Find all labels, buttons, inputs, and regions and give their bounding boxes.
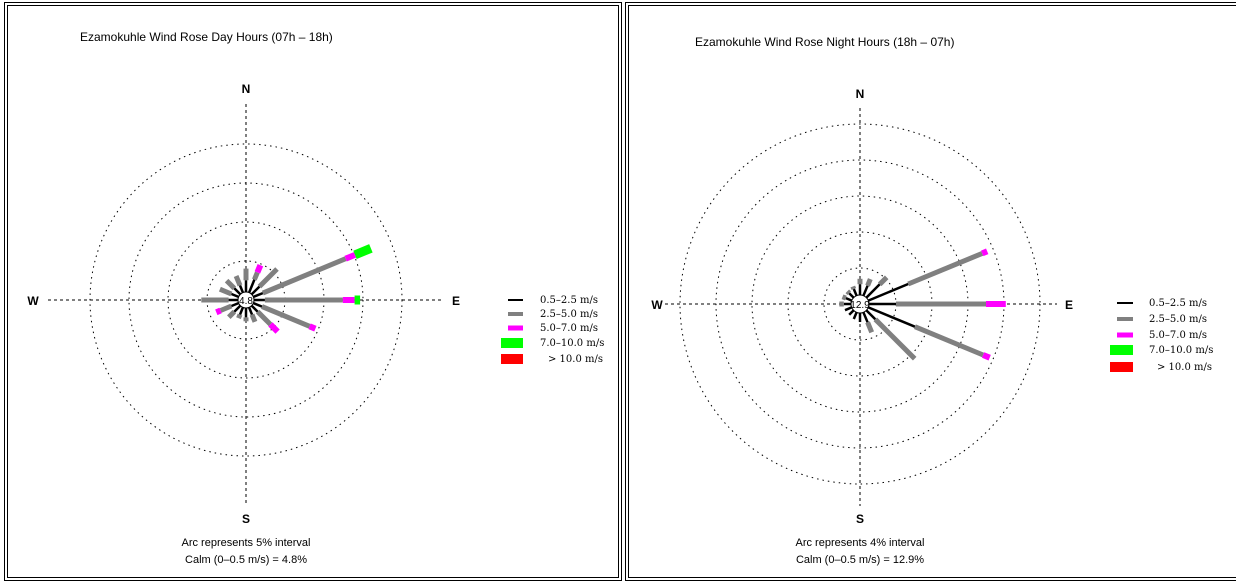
spoke-segment	[254, 264, 264, 274]
spoke-segment	[224, 278, 237, 291]
cardinal-w: W	[27, 294, 39, 308]
cardinal-s: S	[242, 512, 250, 526]
spoke-segment	[250, 285, 261, 296]
calm-center-label: 4.8	[239, 296, 253, 307]
spoke-segment	[877, 275, 889, 287]
spoke-segment	[261, 256, 347, 296]
spoke-segment	[913, 324, 985, 358]
cardinal-n: N	[856, 87, 865, 101]
legend-label-3: 5.0–7.0 m/s	[540, 323, 598, 334]
spoke-segment	[844, 306, 853, 312]
spoke-segment	[981, 248, 989, 257]
cardinal-w: W	[651, 298, 663, 312]
spoke-segment	[247, 279, 256, 294]
chart-title: Ezamokuhle Wind Rose Night Hours (18h – …	[695, 35, 954, 49]
legend-label-2: 2.5–5.0 m/s	[1149, 314, 1207, 325]
spoke-segment	[268, 322, 280, 334]
spoke-segment	[238, 306, 245, 316]
cardinal-s: S	[856, 512, 864, 526]
spoke-segment	[257, 267, 279, 289]
cardinal-e: E	[1065, 298, 1073, 312]
spoke-segment	[865, 278, 873, 287]
legend-label-2: 2.5–5.0 m/s	[540, 309, 598, 320]
spoke-segment	[219, 303, 233, 313]
calm-center-label: 12.9	[850, 300, 870, 311]
spoke-segment	[227, 309, 237, 319]
legend-label-5: > 10.0 m/s	[548, 354, 603, 365]
spoke-segment	[867, 306, 916, 328]
spoke-segment	[848, 309, 855, 316]
spoke-segment	[873, 317, 917, 361]
spoke-segment	[218, 286, 233, 297]
spoke-segment	[907, 251, 984, 287]
calm-circle	[850, 294, 870, 314]
spoke-segment	[862, 285, 869, 297]
spoke-segment	[236, 313, 243, 320]
wind-rose-panel-night: Ezamokuhle Wind Rose Night Hours (18h – …	[625, 2, 1236, 581]
spoke-segment	[848, 292, 855, 299]
legend-label-5: > 10.0 m/s	[1157, 362, 1212, 373]
spoke-segment	[230, 292, 240, 299]
calm-note: Calm (0–0.5 m/s) = 4.8%	[185, 554, 307, 566]
spoke-segment	[261, 304, 311, 329]
spoke-segment	[252, 301, 263, 308]
spoke-segment	[867, 282, 909, 302]
spoke-segment	[255, 309, 273, 327]
wind-rose-chart-day: Ezamokuhle Wind Rose Day Hours (07h – 18…	[27, 30, 604, 566]
spoke-segment	[215, 307, 222, 316]
spoke-segment	[862, 311, 869, 323]
spoke-segment	[981, 352, 991, 361]
spoke-segment	[238, 284, 245, 294]
spoke-segment	[233, 304, 242, 313]
spoke-segment	[865, 309, 877, 321]
spoke-segment	[308, 323, 317, 332]
spoke-segment	[249, 313, 258, 323]
wind-rose-panel-day: Ezamokuhle Wind Rose Day Hours (07h – 18…	[4, 2, 622, 581]
wind-rose-chart-night: Ezamokuhle Wind Rose Night Hours (18h – …	[651, 35, 1213, 566]
arc-interval-note: Arc represents 4% interval	[796, 537, 925, 549]
chart-title: Ezamokuhle Wind Rose Day Hours (07h – 18…	[80, 30, 333, 44]
calm-circle	[237, 291, 255, 309]
spoke-segment	[233, 275, 243, 287]
cardinal-e: E	[452, 294, 460, 308]
spoke-segment	[865, 283, 881, 299]
spoke-segment	[233, 287, 242, 296]
spoke-segment	[247, 306, 254, 316]
cardinal-n: N	[242, 82, 251, 96]
spoke-segment	[252, 291, 264, 299]
spoke-segment	[850, 285, 857, 290]
spoke-segment	[852, 288, 858, 297]
spoke-segment	[252, 271, 260, 281]
spoke-segment	[865, 321, 875, 334]
calm-note: Calm (0–0.5 m/s) = 12.9%	[796, 554, 924, 566]
spoke-segment	[230, 301, 240, 308]
arc-interval-note: Arc represents 5% interval	[182, 537, 311, 549]
spoke-segment	[353, 244, 373, 260]
spoke-segment	[344, 252, 357, 262]
legend-label-1: 0.5–2.5 m/s	[540, 295, 598, 306]
spoke-segment	[250, 304, 259, 313]
spoke-segment	[845, 296, 853, 302]
spoke-segment	[852, 311, 858, 320]
legend-label-1: 0.5–2.5 m/s	[1149, 298, 1207, 309]
legend: 0.5–2.5 m/s 2.5–5.0 m/s 5.0–7.0 m/s 7.0–…	[1110, 298, 1213, 373]
spoke-segment	[845, 289, 851, 295]
legend: 0.5–2.5 m/s 2.5–5.0 m/s 5.0–7.0 m/s 7.0–…	[501, 295, 604, 365]
legend-label-3: 5.0–7.0 m/s	[1149, 330, 1207, 341]
plot-area	[665, 108, 1057, 506]
plot-area	[48, 104, 444, 504]
spoke-segment	[841, 294, 847, 301]
legend-label-4: 7.0–10.0 m/s	[540, 338, 604, 349]
legend-label-4: 7.0–10.0 m/s	[1149, 345, 1213, 356]
